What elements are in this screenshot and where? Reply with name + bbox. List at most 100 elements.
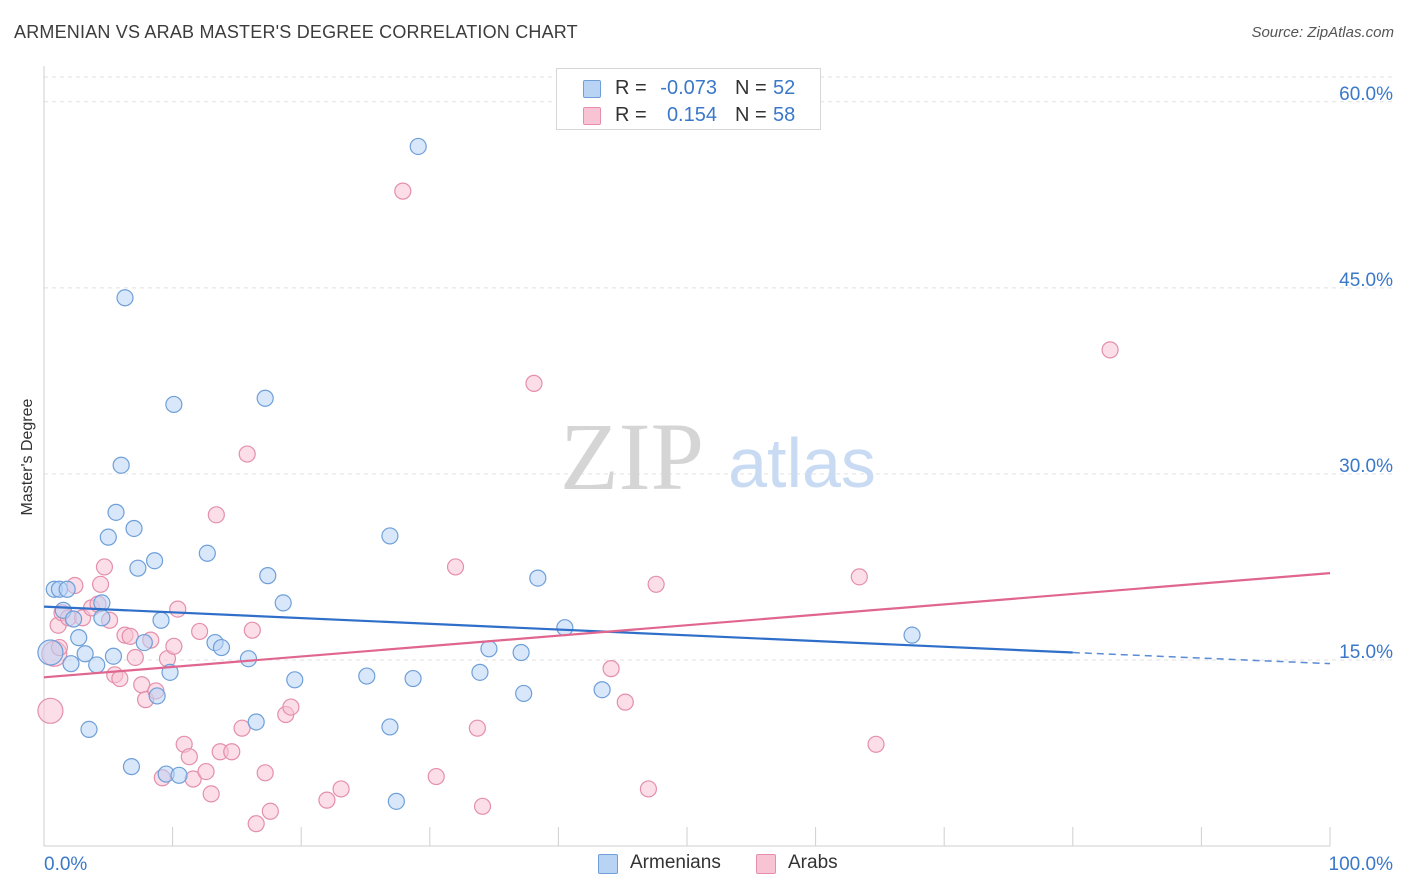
arabs-point	[243, 621, 261, 639]
armenians-point	[80, 720, 98, 739]
armenians-swatch	[583, 80, 601, 98]
armenians-point	[256, 389, 274, 407]
n-value: 52	[773, 77, 796, 99]
armenians-point	[88, 656, 106, 674]
armenians-point	[381, 718, 399, 736]
armenians-point	[903, 626, 921, 644]
arabs-point	[850, 568, 868, 586]
armenians-point	[404, 669, 422, 688]
armenians-point	[593, 681, 611, 699]
arabs-point	[867, 735, 885, 753]
armenians-point	[286, 671, 304, 689]
armenians-point	[152, 611, 170, 629]
armenians-point	[170, 766, 188, 784]
arabs-point	[233, 719, 251, 737]
armenians-point	[480, 640, 498, 658]
watermark: ZIP atlas	[560, 403, 876, 510]
armenians-trend-line	[43, 605, 1073, 654]
armenians-point	[259, 567, 277, 585]
armenians-point	[64, 610, 83, 628]
armenians-point	[247, 713, 265, 731]
arabs-point	[332, 780, 350, 798]
n-label: N =	[735, 77, 767, 99]
armenians-point	[145, 552, 164, 570]
arabs-point	[95, 558, 114, 576]
arabs-point	[165, 637, 183, 655]
arabs-point	[238, 445, 256, 463]
r-label: R =	[615, 104, 647, 126]
arabs-point	[394, 182, 412, 200]
armenians-point	[62, 655, 80, 673]
data-points	[37, 137, 1119, 833]
arabs-point	[126, 648, 144, 667]
armenians-point	[556, 619, 574, 637]
arabs-swatch	[583, 107, 601, 125]
y-tick-label: 30.0%	[1339, 456, 1393, 477]
arabs-point	[602, 660, 620, 678]
arabs-point	[111, 669, 129, 688]
armenians-point	[358, 667, 376, 685]
gridlines	[44, 76, 1392, 661]
armenians-point	[135, 633, 153, 652]
armenians-point	[512, 643, 530, 662]
armenians-point	[381, 527, 399, 545]
arabs-point	[473, 797, 492, 815]
y-tick-label: 45.0%	[1339, 270, 1393, 291]
armenians-swatch	[598, 854, 618, 874]
armenians-point	[93, 609, 111, 627]
armenians-point	[198, 544, 216, 562]
arabs-point	[37, 697, 64, 724]
r-value: 0.154	[666, 104, 717, 126]
armenians-trend-extension	[1072, 651, 1331, 665]
arabs-swatch	[756, 854, 776, 874]
legend-label: Arabs	[788, 852, 838, 873]
armenians-point	[274, 594, 292, 612]
armenians-point	[125, 519, 143, 538]
watermark-atlas: atlas	[728, 424, 876, 502]
arabs-point	[256, 764, 274, 782]
armenians-point	[148, 687, 166, 705]
armenians-point	[107, 503, 125, 521]
arabs-point	[180, 748, 198, 766]
armenians-point	[76, 645, 94, 663]
r-value: -0.073	[660, 77, 717, 99]
arabs-point	[427, 767, 445, 786]
armenians-point	[471, 663, 489, 681]
watermark-zip: ZIP	[560, 403, 704, 510]
legend-label: Armenians	[630, 852, 721, 873]
arabs-point	[247, 815, 265, 833]
arabs-point	[207, 506, 225, 524]
arabs-point	[525, 374, 543, 392]
armenians-point	[104, 647, 123, 665]
arabs-trend-line	[43, 572, 1331, 679]
armenians-point	[112, 456, 130, 474]
arabs-point	[468, 719, 486, 737]
tick-labels: 15.0% 30.0% 45.0% 60.0% 0.0% 100.0%	[44, 84, 1393, 875]
armenians-point	[529, 569, 547, 587]
armenians-point	[515, 684, 533, 703]
arabs-point	[1101, 341, 1119, 359]
n-value: 58	[773, 104, 796, 126]
arabs-point	[282, 698, 300, 716]
armenians-point	[70, 629, 88, 647]
r-label: R =	[615, 77, 647, 99]
armenians-point	[212, 638, 231, 657]
x-tick-label: 0.0%	[44, 854, 87, 875]
armenians-point	[122, 758, 141, 776]
arabs-point	[639, 780, 658, 798]
armenians-point	[129, 559, 147, 577]
armenians-point	[409, 137, 427, 156]
arabs-point	[202, 785, 220, 803]
arabs-point	[616, 693, 634, 711]
armenians-point	[37, 639, 64, 666]
arabs-point	[197, 762, 215, 781]
y-tick-label: 15.0%	[1339, 642, 1393, 663]
arabs-point	[446, 558, 465, 576]
arabs-point	[191, 622, 209, 641]
y-tick-label: 60.0%	[1339, 84, 1393, 105]
armenians-point	[116, 289, 134, 307]
arabs-point	[169, 600, 187, 618]
x-tick-label: 100.0%	[1329, 854, 1394, 875]
armenians-point	[387, 792, 405, 810]
